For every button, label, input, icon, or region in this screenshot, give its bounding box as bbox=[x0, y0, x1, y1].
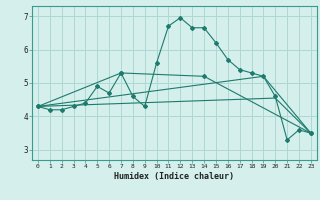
X-axis label: Humidex (Indice chaleur): Humidex (Indice chaleur) bbox=[115, 172, 234, 181]
